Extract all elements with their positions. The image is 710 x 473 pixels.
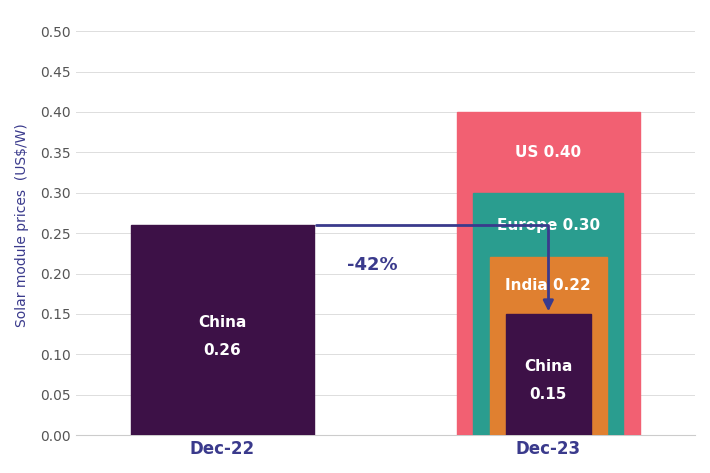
Text: US 0.40: US 0.40	[515, 145, 581, 160]
Text: 0.26: 0.26	[204, 343, 241, 358]
Bar	[490, 257, 607, 435]
Bar	[131, 225, 314, 435]
Text: -42%: -42%	[347, 256, 398, 274]
Text: India 0.22: India 0.22	[506, 278, 591, 293]
Bar	[474, 193, 623, 435]
Text: 0.15: 0.15	[530, 387, 567, 402]
Text: China: China	[198, 315, 246, 330]
Bar	[457, 112, 640, 435]
Y-axis label: Solar module prices  (US$/W): Solar module prices (US$/W)	[15, 123, 29, 327]
Text: Europe 0.30: Europe 0.30	[497, 218, 600, 233]
Text: China: China	[524, 359, 572, 374]
Bar	[506, 314, 591, 435]
